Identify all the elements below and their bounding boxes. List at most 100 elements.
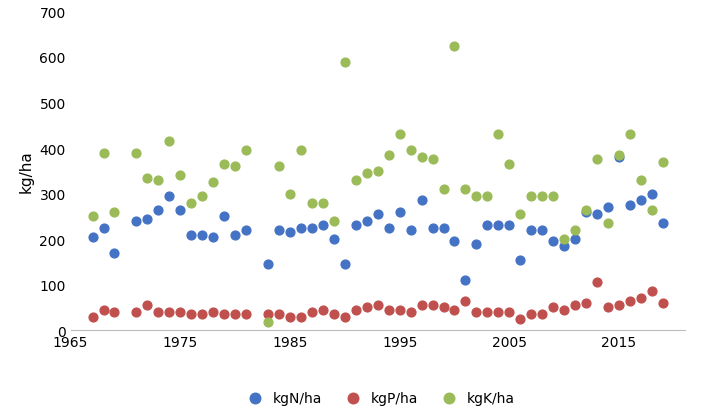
kgK/ha — [208, 179, 219, 186]
kgK/ha — [416, 154, 427, 161]
kgP/ha — [164, 309, 175, 316]
kgN/ha — [109, 250, 120, 256]
kgK/ha — [285, 191, 296, 197]
kgN/ha — [624, 202, 635, 209]
kgK/ha — [493, 132, 504, 138]
kgP/ha — [471, 309, 482, 316]
kgK/ha — [449, 43, 460, 50]
kgK/ha — [361, 170, 372, 177]
kgP/ha — [394, 306, 405, 313]
kgN/ha — [580, 209, 592, 216]
kgN/ha — [361, 218, 372, 225]
kgN/ha — [383, 225, 395, 231]
kgP/ha — [383, 306, 395, 313]
kgP/ha — [449, 306, 460, 313]
kgK/ha — [394, 132, 405, 138]
kgN/ha — [131, 218, 142, 225]
kgP/ha — [481, 309, 493, 316]
kgK/ha — [614, 152, 625, 159]
kgN/ha — [635, 198, 647, 204]
kgN/ha — [394, 209, 405, 216]
kgK/ha — [273, 164, 285, 170]
kgN/ha — [372, 211, 383, 218]
kgP/ha — [229, 311, 241, 318]
kgN/ha — [548, 239, 559, 245]
kgN/ha — [208, 234, 219, 240]
kgK/ha — [372, 168, 383, 175]
kgK/ha — [87, 214, 98, 220]
kgP/ha — [208, 309, 219, 316]
kgP/ha — [218, 311, 229, 318]
kgK/ha — [438, 186, 449, 193]
kgP/ha — [614, 302, 625, 309]
kgP/ha — [196, 311, 208, 318]
kgP/ha — [503, 309, 515, 316]
kgP/ha — [131, 309, 142, 316]
kgN/ha — [657, 221, 669, 227]
kgN/ha — [350, 223, 361, 229]
kgN/ha — [263, 261, 274, 268]
kgP/ha — [525, 311, 537, 318]
kgN/ha — [537, 227, 548, 234]
kgP/ha — [438, 304, 449, 311]
kgK/ha — [339, 59, 350, 66]
kgP/ha — [558, 306, 570, 313]
kgK/ha — [295, 148, 306, 154]
kgN/ha — [285, 230, 296, 236]
kgP/ha — [306, 309, 318, 316]
kgP/ha — [328, 311, 340, 318]
kgK/ha — [109, 209, 120, 216]
kgP/ha — [317, 306, 328, 313]
kgK/ha — [218, 161, 229, 168]
kgN/ha — [646, 191, 657, 197]
kgN/ha — [558, 243, 570, 249]
kgK/ha — [471, 193, 482, 200]
Legend: kgN/ha, kgP/ha, kgK/ha: kgN/ha, kgP/ha, kgK/ha — [235, 385, 520, 410]
kgK/ha — [186, 200, 197, 206]
kgP/ha — [285, 313, 296, 320]
kgN/ha — [471, 241, 482, 247]
kgN/ha — [229, 232, 241, 238]
kgP/ha — [295, 313, 306, 320]
kgP/ha — [263, 311, 274, 318]
kgP/ha — [98, 306, 109, 313]
kgP/ha — [460, 297, 471, 304]
kgK/ha — [570, 227, 581, 234]
kgK/ha — [580, 206, 592, 213]
kgN/ha — [186, 232, 197, 238]
kgP/ha — [624, 297, 635, 304]
kgK/ha — [548, 193, 559, 200]
kgN/ha — [515, 257, 526, 263]
kgN/ha — [317, 223, 328, 229]
kgK/ha — [525, 193, 537, 200]
kgP/ha — [372, 302, 383, 309]
kgK/ha — [503, 161, 515, 168]
kgP/ha — [142, 302, 153, 309]
kgK/ha — [592, 157, 603, 164]
kgK/ha — [405, 148, 417, 154]
kgK/ha — [515, 211, 526, 218]
kgP/ha — [427, 302, 438, 309]
kgP/ha — [152, 309, 164, 316]
kgN/ha — [218, 214, 229, 220]
kgN/ha — [602, 204, 614, 211]
kgP/ha — [109, 309, 120, 316]
kgN/ha — [592, 211, 603, 218]
kgK/ha — [229, 164, 241, 170]
kgN/ha — [196, 232, 208, 238]
kgN/ha — [481, 223, 493, 229]
kgK/ha — [152, 177, 164, 184]
kgK/ha — [196, 193, 208, 200]
kgN/ha — [339, 261, 350, 268]
kgP/ha — [405, 309, 417, 316]
kgN/ha — [273, 227, 285, 234]
kgP/ha — [657, 300, 669, 306]
kgK/ha — [317, 200, 328, 206]
kgP/ha — [515, 316, 526, 322]
kgN/ha — [306, 225, 318, 231]
kgN/ha — [449, 239, 460, 245]
kgP/ha — [548, 304, 559, 311]
kgK/ha — [460, 186, 471, 193]
kgP/ha — [350, 306, 361, 313]
kgK/ha — [131, 150, 142, 157]
